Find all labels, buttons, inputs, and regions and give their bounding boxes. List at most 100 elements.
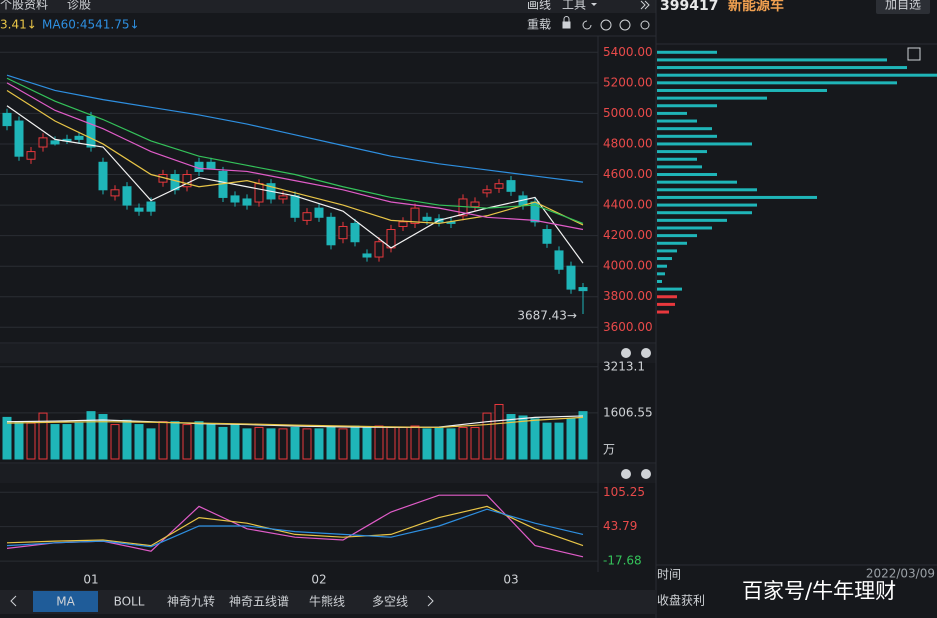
volume-bar (290, 426, 300, 460)
y-tick-label: 5400.00 (603, 45, 653, 59)
candle-body (50, 140, 60, 145)
volume-bar (302, 428, 312, 460)
x-tick-label: 02 (311, 573, 326, 587)
volume-bar (542, 422, 552, 460)
volume-bar (206, 424, 216, 460)
chip-bar (657, 180, 737, 184)
time-value: 2022/03/09 (866, 567, 935, 581)
indicator-tab[interactable]: 神奇九转 (167, 594, 215, 609)
chip-bar (657, 88, 827, 92)
line-series (6, 82, 584, 231)
chip-bar (657, 234, 697, 238)
indicator-tab[interactable]: 多空线 (372, 595, 408, 609)
indicator-tab[interactable]: 牛熊线 (309, 594, 345, 609)
volume-bar (446, 428, 456, 460)
volume-bar (398, 426, 408, 460)
annotation: 3687.43→ (517, 308, 577, 322)
add-button-bg[interactable] (876, 0, 930, 14)
chip-bar (657, 287, 682, 291)
scroll-arrows[interactable] (10, 595, 434, 607)
candle-body (2, 112, 12, 127)
line-series (6, 508, 584, 548)
stock-name: 新能源车 (728, 0, 784, 14)
candle-body (110, 189, 120, 197)
indicator-tab[interactable]: MA (56, 595, 75, 609)
stock-code: 399417 (660, 0, 718, 14)
candle-body (554, 250, 564, 270)
tool[interactable]: 画线 (527, 0, 551, 12)
line-series (6, 416, 584, 429)
panel-icons[interactable] (562, 16, 650, 31)
line-series (6, 415, 584, 429)
chip-bar (657, 226, 712, 230)
expand-icon[interactable] (640, 0, 650, 10)
chip-bar (657, 142, 752, 146)
volume-bar (182, 424, 192, 460)
chip-bar (657, 66, 907, 70)
volume-bar (518, 415, 528, 460)
time-label: 时间 (657, 568, 681, 582)
candle-body (362, 253, 372, 258)
indicator-tab[interactable]: BOLL (114, 595, 145, 609)
tab-active[interactable] (33, 591, 98, 612)
chip-bar (657, 134, 717, 138)
reload[interactable]: 重载 (527, 18, 551, 32)
candle-body (14, 120, 24, 157)
chip-bar (657, 111, 687, 115)
chip-bar (657, 295, 677, 299)
chip-bar (657, 249, 677, 253)
chip-bar (657, 119, 697, 123)
volume-bar (74, 422, 84, 460)
volume-bar (62, 424, 72, 460)
volume-bar (254, 426, 264, 460)
chip-bar (657, 104, 717, 108)
volume-bar (554, 422, 564, 460)
header-icons[interactable] (621, 348, 651, 479)
candle-body (206, 161, 216, 169)
y-tick-label: 4400.00 (603, 198, 653, 212)
volume-bar (86, 411, 96, 460)
volume-header (0, 344, 656, 363)
chip-icon[interactable] (907, 47, 921, 61)
candle-body (86, 115, 96, 148)
indicator-header (0, 464, 656, 483)
chip-bar (657, 173, 717, 177)
candle-body (542, 229, 552, 244)
volume-bar (386, 426, 396, 460)
candle-body (98, 161, 108, 191)
volume-bar (374, 425, 384, 460)
candle-body (278, 195, 288, 200)
line-series (6, 505, 584, 547)
volume-bar (314, 428, 324, 460)
volume-bar (218, 426, 228, 460)
volume-bar (194, 421, 204, 460)
unit-label: 万 (603, 443, 615, 457)
candle-body (566, 265, 576, 290)
indicator-tab[interactable]: 神奇五线谱 (229, 595, 289, 609)
candle-body (254, 183, 264, 203)
chip-bar (657, 81, 897, 85)
candle-body (314, 207, 324, 218)
candle-body (350, 222, 360, 243)
y-tick-label: 4600.00 (603, 167, 653, 181)
candle-body (398, 221, 408, 227)
candle-body (134, 207, 144, 212)
candle-body (410, 207, 420, 224)
ma-label: 3.41↓ (0, 18, 37, 32)
chip-bar (657, 157, 697, 161)
chip-bar (657, 272, 665, 276)
y-tick-label: 43.79 (603, 519, 637, 533)
volume-bar (530, 418, 540, 460)
chip-bar (657, 302, 675, 306)
volume-bar (98, 414, 108, 460)
tab[interactable]: 个股资料 (0, 0, 48, 12)
candle-body (38, 137, 48, 148)
chip-bar (657, 203, 757, 207)
add-button[interactable]: 加自选 (885, 0, 921, 12)
volume-bar (122, 419, 132, 460)
tool[interactable]: 工具 (562, 0, 586, 12)
candle-body (182, 174, 192, 188)
tab[interactable]: 诊股 (67, 0, 91, 12)
volume-bar (434, 426, 444, 460)
